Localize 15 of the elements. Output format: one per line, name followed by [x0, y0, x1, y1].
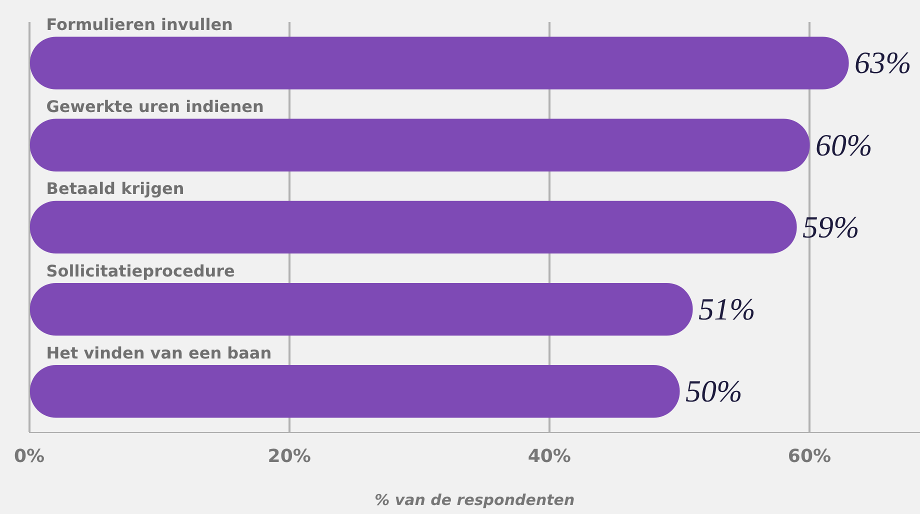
data-label: 60% — [815, 127, 872, 162]
y-tick-label: Betaald krijgen — [46, 179, 184, 198]
data-label: 63% — [854, 45, 912, 80]
y-tick-label: Formulieren invullen — [46, 15, 233, 34]
x-tick-label: 0% — [14, 446, 45, 467]
data-label: 50% — [685, 374, 742, 409]
x-tick-label: 40% — [528, 446, 571, 467]
x-tick-label: 20% — [268, 446, 311, 467]
y-tick-label: Het vinden van een baan — [46, 343, 272, 362]
y-tick-label: Sollicitatieprocedure — [46, 261, 236, 280]
x-axis-title: % van de respondenten — [374, 490, 575, 509]
y-tick-label: Gewerkte uren indienen — [46, 97, 264, 116]
data-label: 59% — [802, 209, 860, 244]
data-label: 51% — [698, 291, 756, 326]
x-tick-label: 60% — [788, 446, 832, 467]
